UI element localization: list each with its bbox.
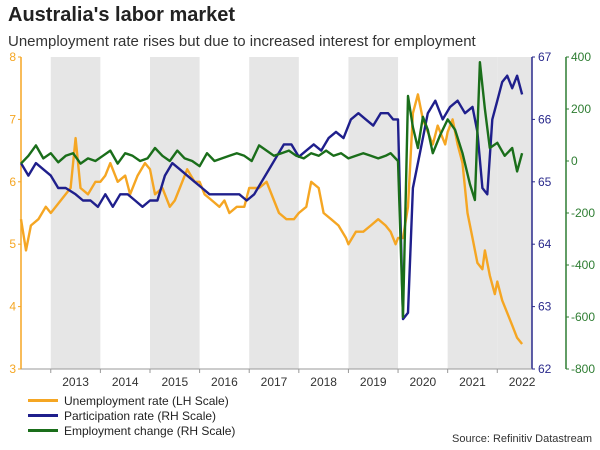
left-tick-label-5: 5	[9, 237, 16, 251]
right1-tick-label-65: 65	[538, 175, 552, 189]
right2-tick-label-200: 200	[571, 102, 591, 116]
left-tick-label-8: 8	[9, 50, 16, 64]
year-band-2022	[497, 57, 532, 369]
legend-label-employment: Employment change (RH Scale)	[64, 423, 236, 438]
x-tick-label-2013: 2013	[62, 375, 89, 389]
x-tick-label-2014: 2014	[112, 375, 139, 389]
right1-tick-label-67: 67	[538, 50, 552, 64]
right1-tick-label-62: 62	[538, 362, 552, 376]
right-axis-participation: 62 63 64 65 66 67	[531, 50, 552, 376]
left-axis: 3 4 5 6 7 8	[9, 50, 22, 376]
legend-swatch-unemployment	[28, 399, 58, 402]
x-tick-label-2019: 2019	[360, 375, 387, 389]
x-tick-label-2016: 2016	[211, 375, 238, 389]
x-tick-label-2021: 2021	[459, 375, 486, 389]
source-note: Source: Refinitiv Datastream	[452, 433, 592, 445]
right1-tick-label-63: 63	[538, 300, 552, 314]
x-tick-label-2015: 2015	[161, 375, 188, 389]
series-lines	[19, 61, 524, 345]
x-tick-label-2020: 2020	[410, 375, 437, 389]
legend-item-employment: Employment change (RH Scale)	[28, 423, 235, 438]
right2-tick-label--400: -400	[571, 258, 595, 272]
right2-tick-label-400: 400	[571, 50, 591, 64]
right2-tick-label--200: -200	[571, 206, 595, 220]
chart-subtitle: Unemployment rate rises but due to incre…	[8, 33, 476, 50]
legend-label-participation: Participation rate (RH Scale)	[64, 408, 217, 423]
year-band-2015	[149, 57, 200, 369]
right2-tick-label--600: -600	[571, 310, 595, 324]
chart-title: Australia's labor market	[8, 4, 236, 26]
left-tick-label-7: 7	[9, 112, 16, 126]
legend-item-participation: Participation rate (RH Scale)	[28, 408, 235, 423]
series-line-unemployment	[19, 93, 524, 345]
right2-tick-label-0: 0	[571, 154, 578, 168]
legend-item-unemployment: Unemployment rate (LH Scale)	[28, 393, 235, 408]
right-axis-employment: -800 -600 -400 -200 0 200 400	[565, 50, 595, 376]
x-tick-label-2022: 2022	[509, 375, 536, 389]
right2-tick-label--800: -800	[571, 362, 595, 376]
right1-tick-label-64: 64	[538, 237, 552, 251]
left-tick-label-3: 3	[9, 362, 16, 376]
x-tick-label-2017: 2017	[261, 375, 288, 389]
legend-swatch-participation	[28, 414, 58, 417]
legend-swatch-employment	[28, 429, 58, 432]
right1-tick-label-66: 66	[538, 112, 552, 126]
legend: Unemployment rate (LH Scale) Participati…	[28, 393, 235, 438]
x-tick-label-2018: 2018	[310, 375, 337, 389]
x-axis: 2013 2014 2015 2016 2017 2018 2019 2020 2021 2022	[21, 368, 536, 389]
year-band-2017	[249, 57, 299, 369]
left-tick-label-4: 4	[9, 300, 16, 314]
legend-label-unemployment: Unemployment rate (LH Scale)	[64, 393, 229, 408]
series-line-participation	[19, 74, 524, 321]
year-band-2013	[50, 57, 101, 369]
left-tick-label-6: 6	[9, 175, 16, 189]
series-line-employment	[20, 61, 524, 319]
year-band-2019	[348, 57, 399, 369]
